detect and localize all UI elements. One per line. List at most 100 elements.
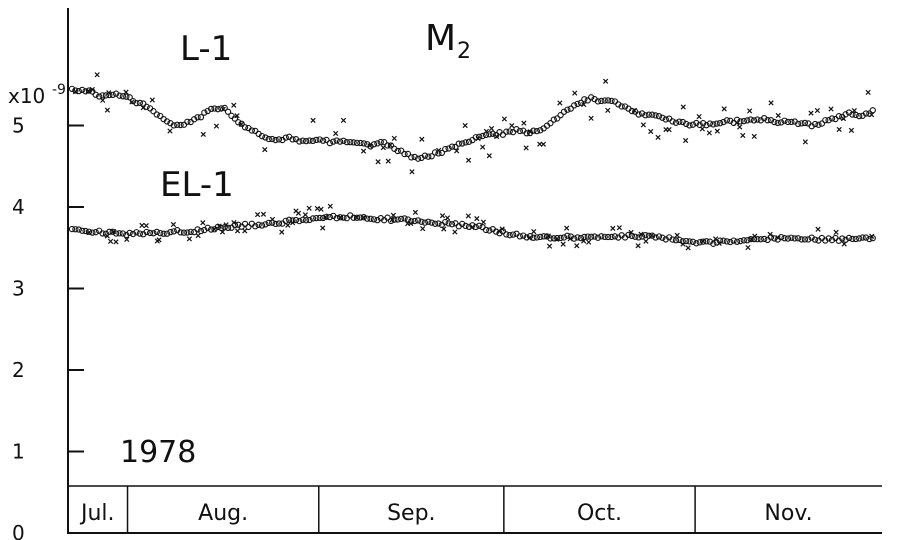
cross-point [655,134,661,141]
cross-point [767,231,773,238]
open-circle-point [228,112,235,119]
open-circle-point [180,121,188,128]
open-circle-point [486,131,493,138]
cross-point [444,215,451,221]
open-circle-point [774,119,781,126]
open-circle-point [252,223,259,230]
open-circle-point [835,113,842,120]
open-circle-point [68,225,76,233]
open-circle-point [740,237,747,244]
open-circle-point [604,233,612,241]
cross-point [167,128,173,134]
open-circle-point [652,234,659,241]
open-circle-point [299,137,306,144]
cross-point [170,221,177,228]
open-circle-point [737,237,744,245]
open-circle-point [669,118,676,125]
open-circle-point [323,136,330,144]
open-circle-point [275,136,283,143]
open-circle-point [180,229,188,236]
open-circle-point [252,127,259,135]
cross-point [557,100,563,106]
open-circle-point [845,234,853,242]
open-circle-point [503,128,510,135]
open-circle-point [866,110,873,117]
cross-point [527,129,533,135]
open-circle-point [598,97,605,105]
cross-point [269,216,276,222]
open-circle-point [638,110,646,117]
open-circle-point [343,215,350,222]
open-circle-point [720,118,727,126]
open-circle-point [326,213,334,221]
chart-title: M [425,18,456,59]
open-circle-point [431,220,439,227]
open-circle-point [571,102,578,109]
open-circle-point [530,127,537,134]
cross-point [521,120,527,126]
open-circle-point [397,147,405,154]
open-circle-point [509,129,517,136]
cross-point [833,229,839,235]
cross-point [213,123,220,129]
cross-point [195,232,201,239]
open-circle-point [767,116,775,124]
open-circle-point [133,229,140,236]
open-circle-point [744,117,751,124]
open-circle-point [316,214,323,222]
cross-point [574,243,580,249]
open-circle-point [425,153,432,160]
open-circle-point [537,233,544,241]
cross-point [242,228,248,234]
cross-point [581,238,587,244]
open-circle-point [197,114,205,121]
cross-point [412,209,419,215]
cross-point [94,72,100,78]
open-circle-point [360,140,367,147]
open-circle-point [682,237,690,245]
open-circle-point [174,121,181,128]
open-circle-point [442,145,449,153]
cross-point [279,229,285,235]
cross-point [643,238,649,244]
open-circle-point [146,229,154,237]
open-circle-point [618,103,625,110]
month-label-3: Oct. [577,501,622,526]
open-circle-point [394,147,401,155]
open-circle-point [747,116,754,123]
open-circle-point [313,214,320,222]
open-circle-point [601,97,608,104]
open-circle-point [95,93,103,100]
open-circle-point [689,121,697,128]
cross-point [721,106,727,112]
open-circle-point [577,235,585,242]
cross-point [616,225,622,231]
open-circle-point [112,230,120,237]
cross-point [540,141,546,147]
open-circle-point [859,234,866,241]
cross-point [628,229,634,235]
cross-point [420,226,426,232]
open-circle-point [201,109,208,116]
open-circle-point [397,215,405,223]
cross-point [714,128,720,134]
open-circle-point [839,235,846,242]
open-circle-point [584,97,591,104]
cross-point [390,212,397,218]
open-circle-point [584,233,591,240]
open-circle-point [781,117,788,124]
open-circle-point [143,228,150,236]
cross-point [104,107,111,113]
cross-point [219,229,226,235]
cross-point [89,86,95,93]
cross-point [318,206,324,212]
open-circle-point [655,233,663,240]
series-1-points [68,203,876,251]
open-circle-point [170,122,177,129]
open-circle-point [364,215,371,222]
open-circle-point [754,236,761,243]
cross-point [295,210,302,216]
open-circle-point [330,138,337,145]
open-circle-point [302,137,310,145]
open-circle-point [699,238,707,245]
